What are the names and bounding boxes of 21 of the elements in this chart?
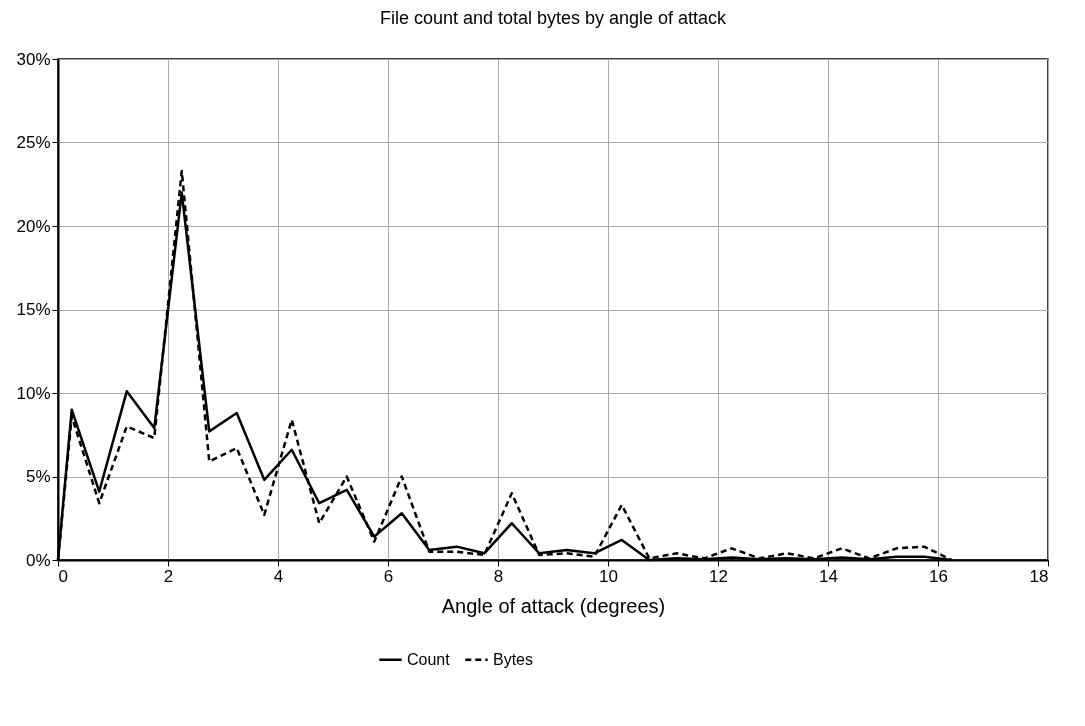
x-tick-label: 0 (58, 566, 68, 586)
y-tick-label: 20% (16, 216, 51, 236)
x-tick-label: 8 (493, 566, 504, 586)
y-tick-label: 5% (25, 467, 51, 486)
legend-label: Count (407, 650, 451, 668)
x-tick-label: 12 (709, 566, 728, 586)
y-tick-label: 25% (16, 133, 51, 152)
legend-label: Bytes (493, 650, 534, 668)
y-tick-label: 0% (25, 550, 51, 570)
x-tick-label: 16 (929, 566, 948, 586)
x-tick-label: 4 (273, 566, 284, 586)
y-tick-label: 15% (16, 300, 51, 319)
x-tick-label: 10 (599, 566, 618, 586)
x-tick-label: 14 (819, 566, 838, 586)
x-tick-label: 2 (163, 566, 174, 586)
x-tick-label: 6 (383, 566, 394, 586)
x-tick-label: 18 (1029, 566, 1049, 586)
chart-title: File count and total bytes by angle of attack (379, 8, 728, 28)
y-tick-label: 10% (16, 383, 51, 403)
y-tick-label: 30% (16, 49, 51, 69)
x-axis-title: Angle of attack (degrees) (441, 594, 666, 617)
